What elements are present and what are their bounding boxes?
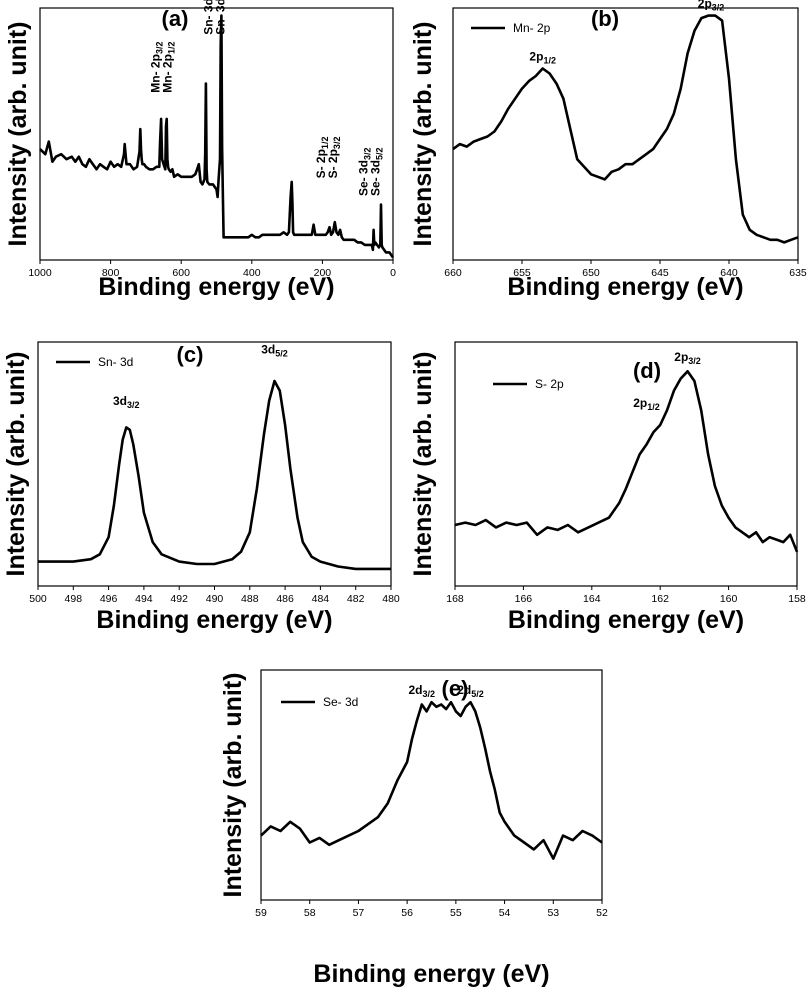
x-tick-label: 494 bbox=[135, 593, 153, 605]
x-axis-title: Binding energy (eV) bbox=[507, 273, 743, 301]
x-tick-label: 660 bbox=[444, 267, 462, 279]
peak-annotation: Se- 3d3/2 bbox=[357, 148, 373, 197]
peak-annotation: Sn- 3d3/2 bbox=[213, 0, 229, 35]
x-tick-label: 635 bbox=[789, 267, 807, 279]
x-axis-title: Binding energy (eV) bbox=[313, 960, 549, 988]
x-tick-label: 0 bbox=[390, 267, 396, 279]
panel-a: 1000 800 600 400 200 0 Binding energy (eV) Inte… bbox=[4, 0, 396, 301]
x-tick-label: 57 bbox=[353, 907, 365, 919]
peak-annotation: 2d5/2 bbox=[457, 683, 484, 699]
x-tick-label: 56 bbox=[401, 907, 413, 919]
spectrum-line bbox=[452, 14, 799, 244]
x-axis-title: Binding energy (eV) bbox=[508, 606, 744, 634]
peak-annotation: Mn- 2p3/2 bbox=[148, 42, 164, 93]
x-tick-label: 655 bbox=[513, 267, 531, 279]
x-tick-label: 168 bbox=[446, 593, 464, 605]
x-tick-label: 166 bbox=[515, 593, 533, 605]
x-tick-label: 482 bbox=[347, 593, 365, 605]
panel-c: 500 498 496 494 492 490 488 486 484 482 480 Binding… bbox=[2, 341, 400, 634]
spectrum-line bbox=[260, 700, 603, 860]
x-tick-label: 496 bbox=[100, 593, 118, 605]
plot-frame bbox=[454, 341, 798, 587]
panel-e: 59 58 57 56 55 54 53 52 Binding energy (eV) Inten… bbox=[219, 669, 608, 988]
x-tick-label: 650 bbox=[582, 267, 600, 279]
spectrum-line bbox=[38, 379, 391, 571]
x-tick-label: 490 bbox=[206, 593, 224, 605]
spectrum-line bbox=[39, 14, 395, 259]
x-tick-label: 400 bbox=[243, 267, 261, 279]
y-axis-title: Intensity (arb. unit) bbox=[219, 673, 247, 898]
peak-annotation: 3d3/2 bbox=[113, 394, 140, 410]
peak-annotation: Sn- 3d5/2 bbox=[201, 0, 217, 35]
x-tick-label: 488 bbox=[241, 593, 259, 605]
x-tick-label: 52 bbox=[596, 907, 608, 919]
x-tick-label: 1000 bbox=[28, 267, 52, 279]
x-tick-label: 200 bbox=[314, 267, 332, 279]
x-tick-label: 498 bbox=[65, 593, 83, 605]
plot-frame bbox=[260, 669, 603, 901]
y-axis-title: Intensity (arb. unit) bbox=[2, 352, 30, 577]
peak-annotation: 2p3/2 bbox=[674, 350, 701, 366]
legend-label: Mn- 2p bbox=[513, 21, 551, 35]
peak-annotation: S- 2p1/2 bbox=[314, 137, 330, 179]
x-tick-label: 600 bbox=[172, 267, 190, 279]
x-tick-label: 492 bbox=[170, 593, 188, 605]
peak-annotation: Se- 3d5/2 bbox=[369, 148, 385, 197]
plot-frame bbox=[452, 7, 799, 261]
x-tick-label: 53 bbox=[547, 907, 559, 919]
x-tick-label: 162 bbox=[651, 593, 669, 605]
x-tick-label: 500 bbox=[29, 593, 47, 605]
spectrum-line bbox=[454, 369, 799, 553]
panel-b: 660 655 650 645 640 635 Binding energy (eV) Int… bbox=[409, 0, 807, 301]
x-tick-label: 55 bbox=[450, 907, 462, 919]
panel-label: (d) bbox=[633, 358, 661, 383]
x-tick-label: 486 bbox=[276, 593, 294, 605]
x-tick-label: 480 bbox=[382, 593, 400, 605]
x-axis-title: Binding energy (eV) bbox=[96, 606, 332, 634]
x-tick-label: 54 bbox=[499, 907, 511, 919]
peak-annotation: 2d3/2 bbox=[408, 683, 435, 699]
y-axis-title: Intensity (arb. unit) bbox=[409, 22, 437, 247]
peak-annotation: 3d5/2 bbox=[261, 343, 288, 359]
x-tick-label: 160 bbox=[720, 593, 738, 605]
y-axis-title: Intensity (arb. unit) bbox=[409, 352, 437, 577]
legend-label: Se- 3d bbox=[323, 695, 358, 709]
plot-frame bbox=[39, 7, 394, 261]
panel-label: (a) bbox=[162, 6, 189, 31]
y-axis-title: Intensity (arb. unit) bbox=[4, 22, 32, 247]
panel-label: (b) bbox=[591, 6, 619, 31]
peak-annotation: S- 2p3/2 bbox=[326, 137, 342, 179]
peak-annotation: 2p3/2 bbox=[698, 0, 725, 13]
panel-d: 168 166 164 162 160 158 Binding energy (eV) Int… bbox=[409, 341, 806, 634]
legend-label: S- 2p bbox=[535, 377, 564, 391]
x-axis-title: Binding energy (eV) bbox=[98, 273, 334, 301]
x-tick-label: 800 bbox=[102, 267, 120, 279]
plot-frame bbox=[37, 341, 392, 587]
peak-annotation: 2p1/2 bbox=[529, 49, 556, 65]
legend-label: Sn- 3d bbox=[98, 355, 133, 369]
panel-label: (c) bbox=[177, 342, 204, 367]
peak-annotation: 2p1/2 bbox=[633, 396, 660, 412]
peak-annotation: Mn- 2p1/2 bbox=[160, 42, 176, 93]
x-tick-label: 484 bbox=[312, 593, 330, 605]
x-tick-label: 640 bbox=[720, 267, 738, 279]
panel-label: (e) bbox=[442, 676, 469, 701]
x-tick-label: 645 bbox=[651, 267, 669, 279]
x-tick-label: 158 bbox=[788, 593, 806, 605]
x-tick-label: 59 bbox=[255, 907, 267, 919]
x-tick-label: 58 bbox=[304, 907, 316, 919]
x-tick-label: 164 bbox=[583, 593, 601, 605]
